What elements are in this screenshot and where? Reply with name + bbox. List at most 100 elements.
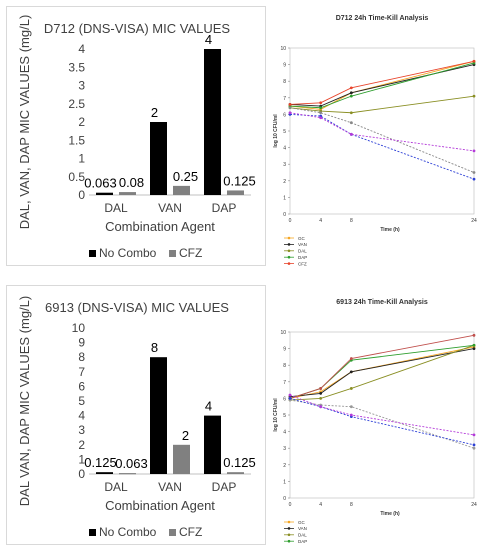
chart2-ytick-label: 0 <box>78 467 85 481</box>
chart3-ytick-label: 0 <box>283 496 286 502</box>
chart0-category-label: DAL <box>104 201 128 215</box>
chart1-plot-area <box>289 47 475 215</box>
chart2-legend-label: No Combo <box>99 525 157 539</box>
chart0-bar-no-combo-van <box>150 122 167 195</box>
chart1-ytick-label: 10 <box>280 46 286 52</box>
chart2-x-axis-label: Combination Agent <box>105 498 215 513</box>
chart3-legend-marker <box>287 527 291 530</box>
chart1-series-line-van <box>289 64 475 107</box>
chart1-point-dap-cfz <box>472 149 476 153</box>
chart3-point-van <box>349 370 353 374</box>
chart1-point-van <box>349 91 353 95</box>
chart0-x-axis-label: Combination Agent <box>105 219 215 234</box>
chart1-legend-label: CFZ <box>298 261 307 266</box>
chart2-ytick-label: 9 <box>78 336 85 350</box>
chart2-bar-no-combo-van <box>150 357 167 474</box>
chart3-point-van <box>472 347 476 350</box>
chart1-point-cfz <box>288 103 292 106</box>
chart0-ytick-label: 1 <box>78 152 85 166</box>
chart1-point-cfz <box>319 101 323 105</box>
chart3-legend-marker <box>287 520 291 524</box>
chart2-ytick-label: 4 <box>78 409 85 423</box>
chart0-bar-cfz-van <box>173 185 190 195</box>
chart1-ytick-label: 4 <box>283 146 286 152</box>
chart1-point-dal-cfz <box>319 111 323 115</box>
chart3-series-line-van <box>289 348 475 398</box>
chart1-y-axis-label: log 10 CFU/ml <box>273 114 279 148</box>
chart3-point-van-cfz <box>288 397 292 400</box>
chart0-legend-swatch <box>169 250 176 257</box>
chart3-legend-marker <box>287 539 291 543</box>
chart0-data-label: 0.125 <box>223 173 256 188</box>
bar-chart-d712: D712 (DNS-VISA) MIC VALUES 0 0.5 1 1.5 2 2.5 3 3… <box>6 6 266 266</box>
chart1-legend-label: DAL <box>298 249 307 254</box>
line-chart-d712: D712 24h Time-Kill Analysis 0 1 2 3 4 5 6 7 8 9 10 0… <box>272 8 482 286</box>
chart3-legend-label: GC <box>298 520 306 525</box>
chart0-legend-swatch <box>89 250 96 257</box>
chart3-series-line-dap-cfz <box>289 394 475 436</box>
chart1-ytick-label: 3 <box>283 162 286 168</box>
chart3-point-cfz <box>472 333 476 337</box>
chart1-xtick-label: 8 <box>350 218 353 224</box>
chart0-category-label: DAP <box>212 201 237 215</box>
chart2-data-label: 2 <box>182 428 189 443</box>
chart0-data-label: 4 <box>205 32 212 47</box>
chart3-xtick-label: 0 <box>289 502 292 508</box>
chart3-point-dap-cfz <box>288 393 292 397</box>
chart2-data-label: 0.063 <box>115 456 148 471</box>
chart2-bar-no-combo-dal <box>96 472 113 474</box>
chart2-category-label: DAL <box>104 480 128 494</box>
chart1-series-line-dal <box>289 95 475 114</box>
chart1-legend-label: VAN <box>298 242 307 247</box>
chart2-ytick-label: 3 <box>78 423 85 437</box>
chart2-legend-label: CFZ <box>179 525 202 539</box>
line-chart-d712-svg: D712 24h Time-Kill Analysis 0 1 2 3 4 5 6 7 8 9 10 0… <box>273 15 477 286</box>
chart1-point-dap-cfz <box>288 111 292 115</box>
chart1-series-line-gc <box>289 60 475 110</box>
chart3-series-line-dal <box>289 344 475 401</box>
chart1-ytick-label: 5 <box>283 129 286 135</box>
chart1-legend-marker <box>287 262 291 265</box>
chart3-point-dap-cfz <box>319 405 323 409</box>
chart2-ytick-label: 8 <box>78 350 85 364</box>
chart1-ytick-label: 7 <box>283 96 286 102</box>
chart2-ytick-label: 7 <box>78 365 85 379</box>
chart2-bar-cfz-dap <box>227 472 244 474</box>
chart1-ytick-label: 6 <box>283 112 286 118</box>
chart2-ytick-label: 5 <box>78 394 85 408</box>
chart1-series-line-dap <box>289 62 475 109</box>
chart1-ytick-label: 9 <box>283 63 286 69</box>
chart1-ytick-label: 0 <box>283 212 286 218</box>
chart3-point-cfz <box>349 357 353 360</box>
chart3-legend-label: VAN <box>298 526 307 531</box>
chart3-ytick-label: 4 <box>283 430 286 436</box>
chart3-ytick-label: 9 <box>283 347 286 353</box>
chart1-point-dap <box>319 106 323 110</box>
chart2-ytick-label: 10 <box>72 321 86 335</box>
chart3-title: 6913 24h Time-Kill Analysis <box>336 299 428 306</box>
chart0-bar-no-combo-dap <box>204 49 221 195</box>
chart3-ytick-label: 2 <box>283 463 286 469</box>
chart2-title: 6913 (DNS-VISA) MIC VALUES <box>45 300 229 315</box>
chart1-legend-marker <box>287 255 291 259</box>
chart1-legend-label: GC <box>298 236 306 241</box>
chart1-point-dal-cfz <box>288 106 292 110</box>
chart3-point-van-cfz <box>472 443 476 447</box>
chart3-point-dal <box>349 387 353 390</box>
chart0-y-axis-label: DAL, VAN, DAP MIC VALUES (mg/L) <box>17 15 32 230</box>
chart0-ytick-label: 2.5 <box>68 97 85 111</box>
chart3-xtick-label: 8 <box>350 502 353 508</box>
chart0-ytick-label: 1.5 <box>68 133 85 147</box>
chart1-series-line-cfz <box>289 60 475 105</box>
chart3-point-dap <box>472 343 476 347</box>
chart3-ytick-label: 10 <box>280 330 286 336</box>
chart1-point-dap-cfz <box>349 132 353 136</box>
chart3-x-axis-label: Time (h) <box>380 511 400 517</box>
chart0-category-label: VAN <box>158 201 182 215</box>
chart1-title: D712 24h Time-Kill Analysis <box>336 15 429 22</box>
chart1-ytick-label: 1 <box>283 195 286 201</box>
chart2-ytick-label: 1 <box>78 452 85 466</box>
chart0-ytick-label: 0.5 <box>68 170 85 184</box>
chart0-ytick-label: 3.5 <box>68 60 85 74</box>
chart3-point-dal <box>319 397 323 400</box>
